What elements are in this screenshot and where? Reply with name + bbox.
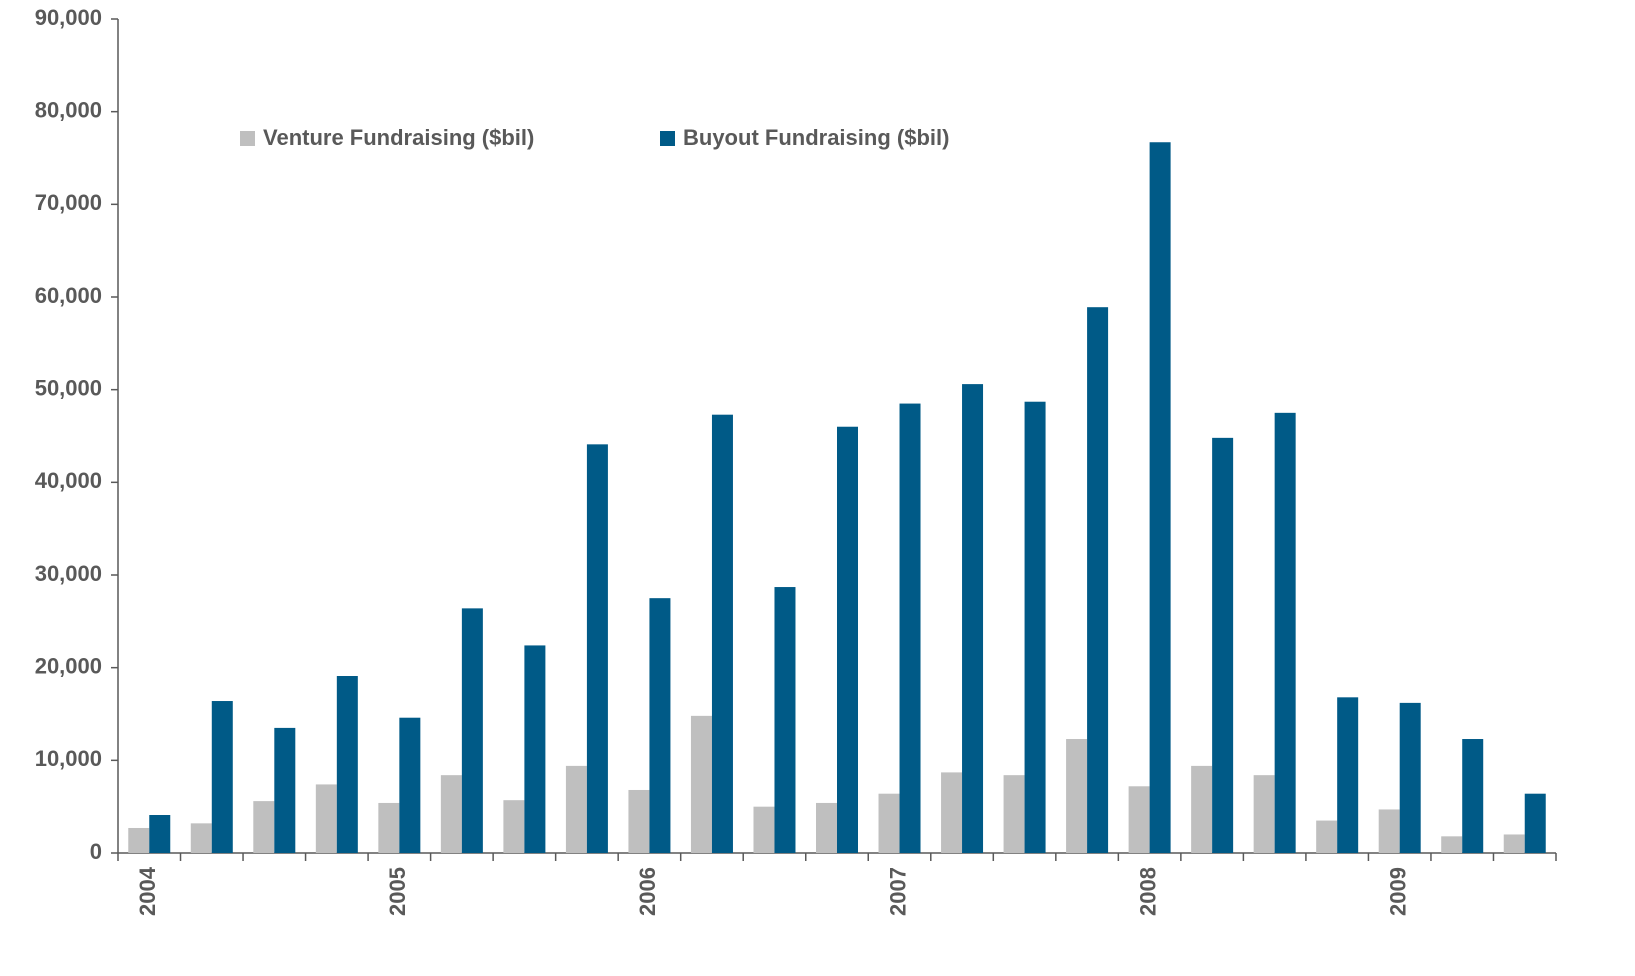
x-tick-label: 2009: [1386, 867, 1411, 916]
y-tick-label: 40,000: [35, 468, 102, 493]
bar: [1212, 437, 1234, 853]
bar: [1191, 765, 1213, 853]
bar: [440, 775, 462, 853]
bar: [628, 789, 650, 853]
y-tick-label: 50,000: [35, 375, 102, 400]
bar: [315, 784, 337, 853]
bar: [128, 827, 150, 853]
bar: [649, 598, 671, 853]
bar: [837, 426, 858, 853]
bar: [378, 802, 400, 853]
bar: [211, 701, 233, 853]
bar: [1503, 834, 1525, 853]
bar: [1462, 739, 1484, 853]
legend-swatch: [240, 131, 255, 146]
x-tick-label: 2006: [635, 867, 660, 916]
legend-label: Buyout Fundraising ($bil): [683, 125, 949, 150]
bar: [1087, 307, 1109, 853]
y-tick-label: 10,000: [35, 746, 102, 771]
bar: [711, 414, 733, 853]
bar: [399, 717, 421, 853]
bar: [1316, 820, 1338, 853]
bar: [1003, 775, 1025, 853]
bar: [1378, 809, 1400, 853]
bar: [503, 800, 525, 853]
y-tick-label: 20,000: [35, 653, 102, 678]
bar: [1128, 786, 1150, 853]
y-tick-label: 30,000: [35, 561, 102, 586]
bar: [1024, 401, 1046, 853]
bar: [586, 444, 608, 853]
x-tick-label: 2005: [385, 867, 410, 916]
y-tick-label: 90,000: [35, 5, 102, 30]
bar: [899, 403, 921, 853]
y-tick-label: 80,000: [35, 97, 102, 122]
bar: [1274, 412, 1296, 853]
x-tick-label: 2007: [885, 867, 910, 916]
x-tick-label: 2008: [1135, 867, 1160, 916]
y-tick-label: 70,000: [35, 190, 102, 215]
bar: [774, 587, 796, 853]
bar: [816, 802, 837, 853]
legend-label: Venture Fundraising ($bil): [263, 125, 534, 150]
bar: [336, 676, 358, 853]
bar: [1399, 702, 1421, 853]
bar: [690, 715, 712, 853]
bar: [190, 823, 212, 853]
bar: [149, 815, 171, 853]
bar: [565, 765, 587, 853]
legend-swatch: [660, 131, 675, 146]
bar: [1441, 836, 1463, 853]
bar: [1149, 142, 1171, 853]
bar: [524, 645, 546, 853]
bar: [753, 806, 775, 853]
y-tick-label: 0: [90, 839, 102, 864]
bar: [274, 727, 296, 853]
bar: [461, 608, 483, 853]
x-tick-label: 2004: [135, 866, 160, 916]
bar: [962, 384, 984, 853]
bar: [1066, 739, 1088, 853]
bar: [1253, 775, 1275, 853]
bar: [253, 801, 275, 853]
bar: [878, 793, 900, 853]
bar: [1337, 697, 1359, 853]
y-tick-label: 60,000: [35, 283, 102, 308]
bar: [1524, 793, 1546, 853]
bar: [941, 772, 963, 853]
